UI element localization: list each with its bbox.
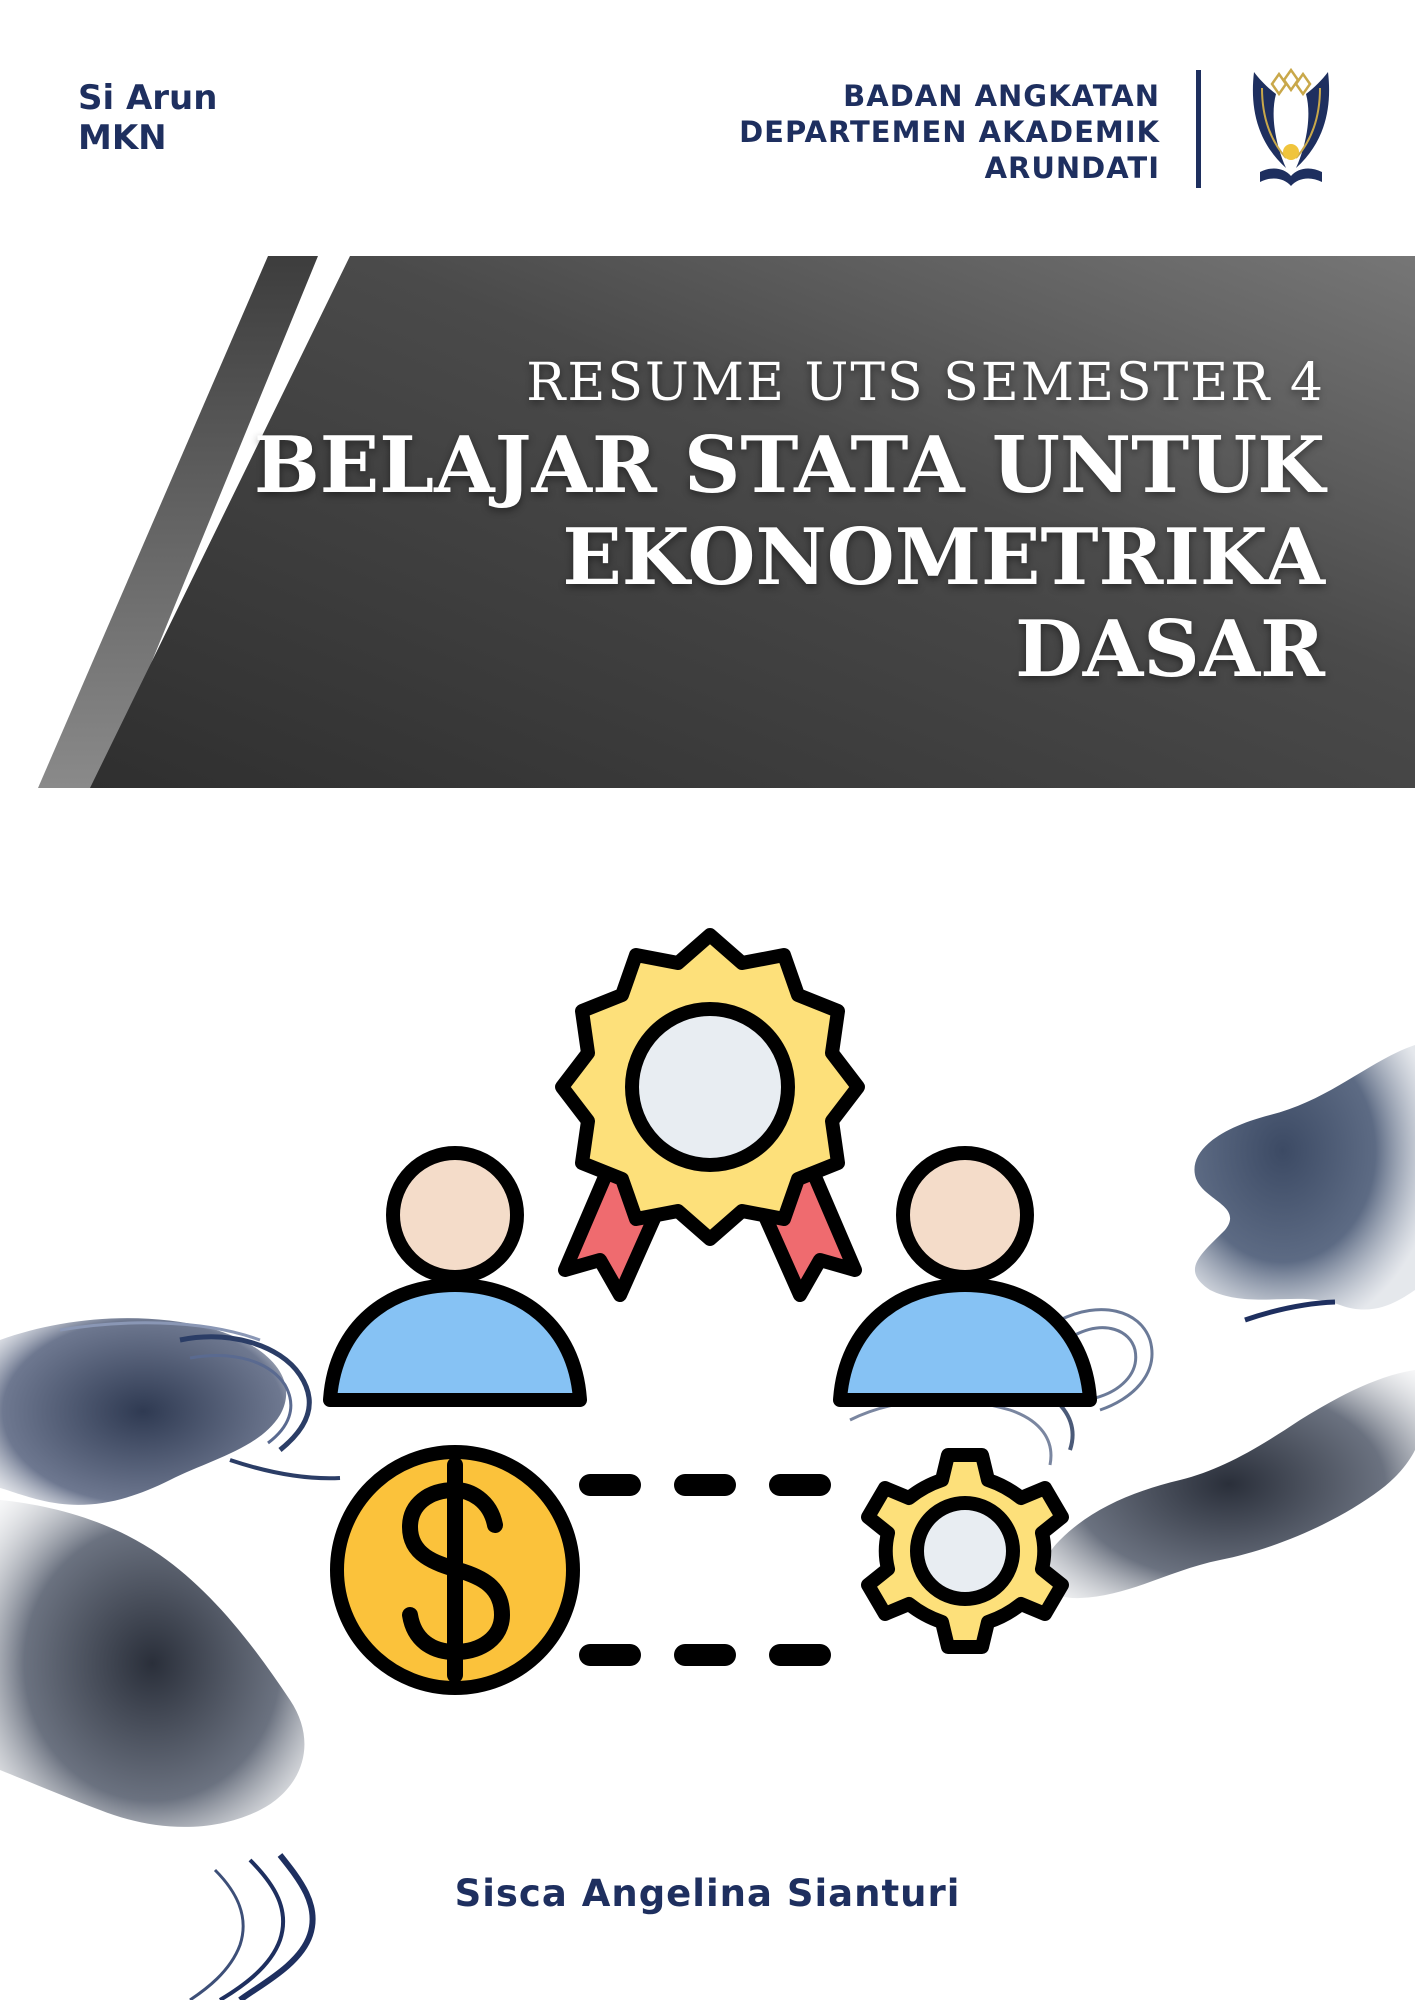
cover-subtitle: RESUME UTS SEMESTER 4 <box>526 353 1325 413</box>
cover-title-line-1: BELAJAR STATA UNTUK <box>253 420 1325 511</box>
banner-stripe <box>38 256 318 788</box>
ink-decoration-right <box>849 1045 1415 1599</box>
ink-decoration-left <box>0 1318 341 2000</box>
person-left-icon <box>323 1146 587 1407</box>
gear-icon <box>861 1448 1069 1654</box>
organization-full-name: BADAN ANGKATAN DEPARTEMEN AKADEMIK ARUND… <box>739 78 1160 186</box>
teamwork-illustration <box>323 928 1097 1695</box>
connector-dashes <box>579 1474 831 1666</box>
org-short-line-2: MKN <box>78 118 167 158</box>
person-right-icon <box>833 1146 1097 1407</box>
organization-short-name: Si Arun MKN <box>78 78 217 158</box>
org-line-2: DEPARTEMEN AKADEMIK <box>739 115 1160 149</box>
title-block: RESUME UTS SEMESTER 4 BELAJAR STATA UNTU… <box>254 348 1325 696</box>
org-short-line-1: Si Arun <box>78 78 218 118</box>
award-badge-icon <box>555 928 865 1246</box>
cover-title-line-3: DASAR <box>1015 604 1325 695</box>
header-divider <box>1196 70 1201 188</box>
org-line-3: ARUNDATI <box>984 151 1160 185</box>
cover-title: BELAJAR STATA UNTUK EKONOMETRIKA DASAR <box>254 420 1325 696</box>
title-banner <box>90 256 1415 788</box>
dollar-coin-icon <box>330 1445 580 1695</box>
cover-title-line-2: EKONOMETRIKA <box>562 512 1325 603</box>
author-name: Sisca Angelina Sianturi <box>454 1872 961 1915</box>
org-line-1: BADAN ANGKATAN <box>843 79 1160 113</box>
arundati-logo-icon <box>1252 67 1330 186</box>
